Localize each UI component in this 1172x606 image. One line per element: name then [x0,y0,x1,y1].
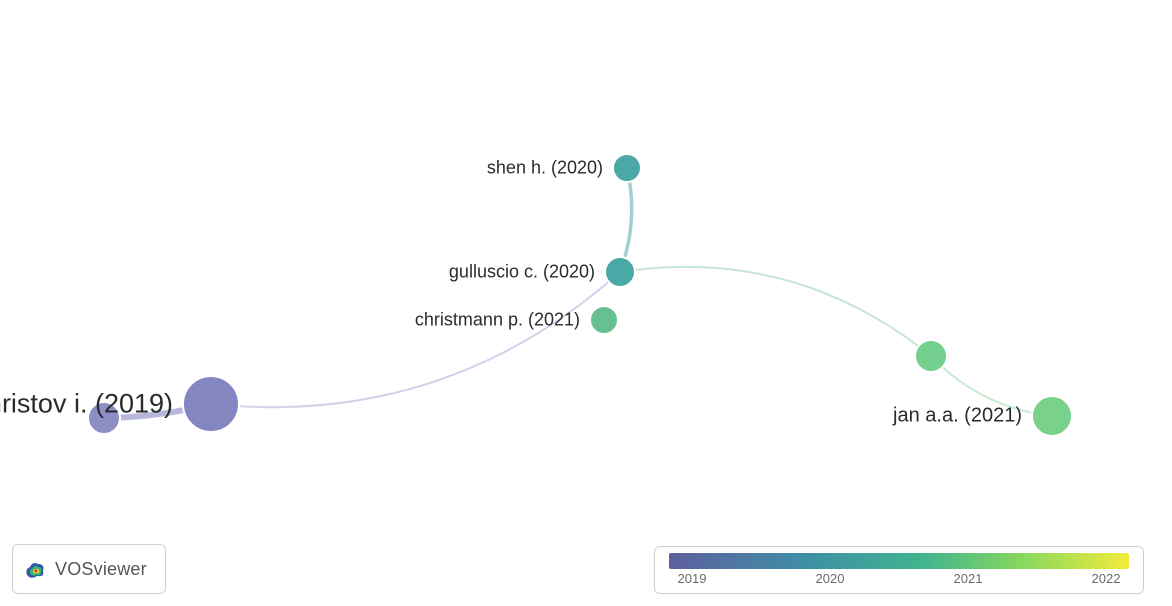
vosviewer-logo[interactable]: VOSviewer [12,544,166,594]
network-node[interactable] [915,340,947,372]
edges-layer [104,168,1052,418]
network-svg [0,0,1172,606]
network-node[interactable] [88,402,120,434]
legend-tick: 2022 [1092,571,1121,586]
color-legend: 2019 2020 2021 2022 [654,546,1144,594]
network-node[interactable] [605,257,635,287]
vosviewer-logo-text: VOSviewer [55,559,147,580]
network-node[interactable] [613,154,641,182]
edge [620,267,931,356]
legend-tick: 2019 [678,571,707,586]
vosviewer-icon [21,555,49,583]
edge [211,272,620,407]
legend-ticks: 2019 2020 2021 2022 [669,571,1129,589]
legend-tick: 2021 [954,571,983,586]
network-node[interactable] [183,376,239,432]
nodes-layer [88,154,1072,436]
legend-tick: 2020 [816,571,845,586]
network-node[interactable] [1032,396,1072,436]
legend-gradient-bar [669,553,1129,569]
network-node[interactable] [590,306,618,334]
